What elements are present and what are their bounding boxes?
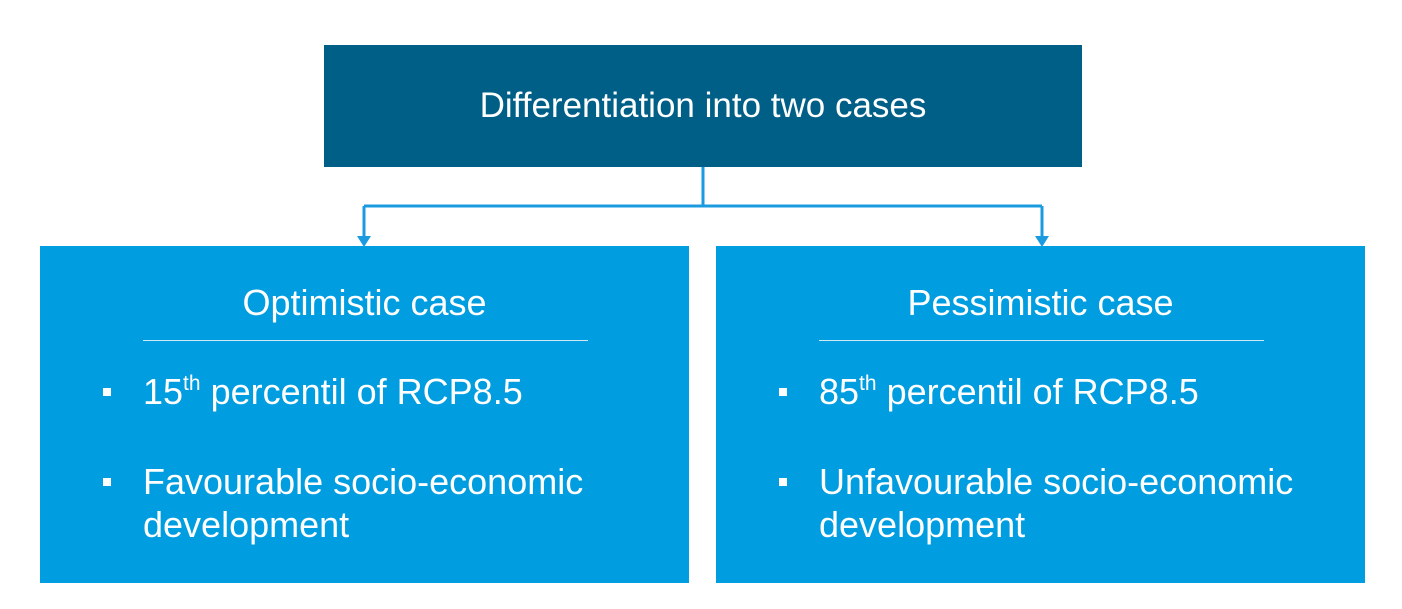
case-box: Pessimistic case 85th percentil of RCP8.… [716,246,1365,583]
root-node: Differentiation into two cases [324,45,1082,167]
ordinal-suffix: th [859,372,877,395]
bullet-text: Unfavourable socio-economic development [819,461,1294,545]
connector-lines [362,167,1044,238]
bullet-text: Favourable socio-economic development [143,461,584,545]
divider [143,340,588,341]
percentile-number: 15 [143,371,184,412]
case-box: Optimistic case 15th percentil of RCP8.5… [40,246,689,583]
arrow-head [357,236,371,247]
bullet-text: percentil of RCP8.5 [876,371,1199,412]
percentile-number: 85 [819,371,860,412]
case-title: Optimistic case [242,282,487,323]
bullet: Unfavourable socio-economic development [779,460,1339,546]
bullet: Favourable socio-economic development [103,460,663,546]
bullet: 85th percentil of RCP8.5 [779,370,1339,413]
bullet-text: percentil of RCP8.5 [200,371,523,412]
divider [819,340,1264,341]
ordinal-suffix: th [183,372,201,395]
bullet: 15th percentil of RCP8.5 [103,370,663,413]
root-title: Differentiation into two cases [479,86,927,125]
case-title: Pessimistic case [907,282,1174,323]
arrow-head [1035,236,1049,247]
